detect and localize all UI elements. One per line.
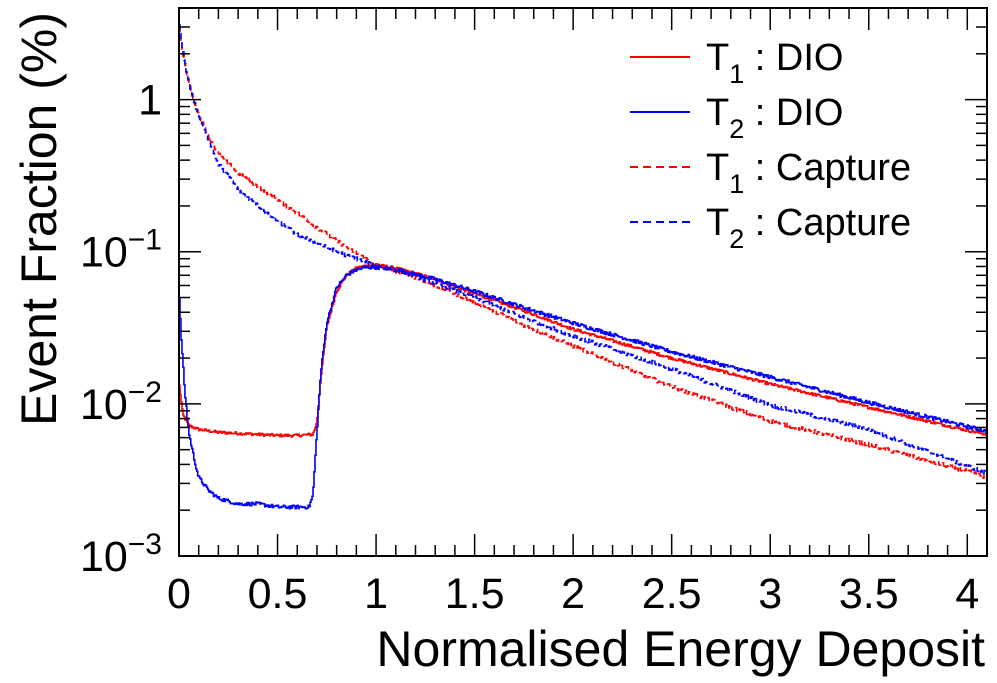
x-tick-label: 1 [364, 570, 388, 618]
legend-label-3: T1 : Capture [706, 147, 911, 199]
y-tick-label: 10−3 [80, 528, 162, 581]
series-line-3 [179, 26, 987, 479]
x-tick-label: 2.5 [642, 570, 702, 618]
x-tick-label: 2 [561, 570, 585, 618]
x-tick-label: 0 [167, 570, 191, 618]
legend-label-2: T2 : DIO [706, 92, 843, 144]
y-tick-label: 10−1 [80, 224, 162, 277]
y-tick-label: 10−2 [80, 376, 162, 429]
y-axis-label: Event Fraction (%) [11, 12, 67, 426]
series-line-1 [179, 263, 987, 438]
x-tick-label: 4 [955, 570, 979, 618]
series-line-4 [179, 24, 987, 475]
series-line-2 [179, 264, 987, 510]
x-tick-label: 3 [758, 570, 782, 618]
ticks-layer [178, 7, 988, 557]
curves-layer [179, 24, 987, 510]
legend-label-1: T1 : DIO [706, 37, 843, 89]
x-tick-label: 1.5 [445, 570, 505, 618]
x-axis-label: Normalised Energy Deposit [376, 621, 985, 677]
y-tick-label: 1 [138, 77, 162, 125]
x-tick-label: 0.5 [248, 570, 308, 618]
legend-label-4: T2 : Capture [706, 202, 911, 254]
tick-labels-layer: 0 0.5 1 1.5 2 2.5 3 3.5 4 10−3 10−2 10−1 1 [80, 77, 979, 618]
x-tick-label: 3.5 [839, 570, 899, 618]
plot-frame [178, 7, 988, 557]
